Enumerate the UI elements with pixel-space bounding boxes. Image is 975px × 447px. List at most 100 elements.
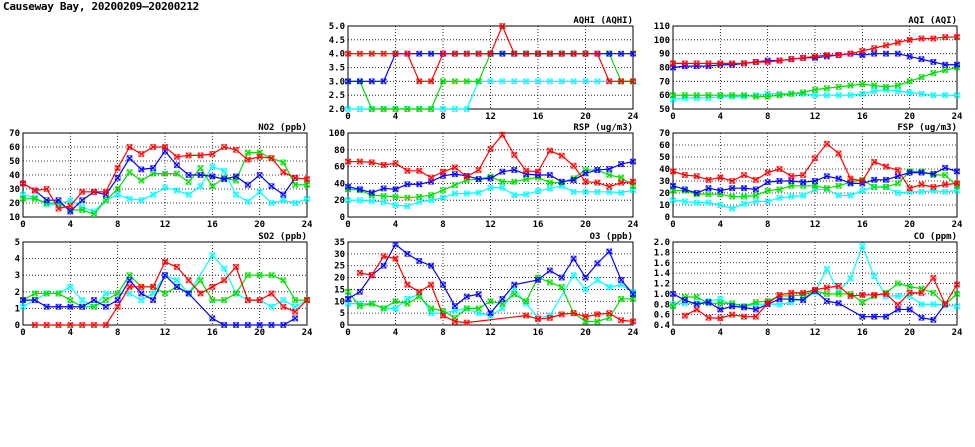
point-marker-square [475, 189, 482, 196]
point-marker-square [356, 50, 363, 57]
point-marker-square [859, 178, 866, 184]
data-point [380, 253, 387, 260]
data-point [823, 52, 830, 58]
point-marker-square [535, 277, 541, 283]
point-marker-cross [43, 290, 50, 297]
point-marker-cross [535, 316, 541, 322]
data-point [440, 194, 446, 201]
data-point [618, 295, 625, 302]
data-point [582, 286, 589, 293]
point-marker-cross [475, 189, 482, 196]
point-marker-cross [428, 174, 435, 181]
data-point [558, 311, 565, 318]
point-marker-square [752, 306, 759, 313]
point-marker-cross [930, 35, 937, 42]
data-point [404, 250, 411, 257]
data-point [954, 168, 960, 175]
point-marker-cross [404, 300, 411, 307]
point-marker-cross [356, 158, 363, 165]
point-marker-cross [173, 170, 180, 177]
point-marker-cross [292, 297, 299, 304]
point-marker-square [268, 290, 275, 297]
data-point [221, 144, 228, 150]
point-marker-square [404, 300, 411, 307]
point-marker-square [173, 153, 180, 160]
point-marker-cross [558, 284, 565, 290]
point-marker-cross [102, 188, 109, 195]
x-tick-label: 12 [485, 328, 496, 338]
point-marker-square [918, 56, 925, 63]
data-point [221, 176, 228, 183]
point-marker-square [523, 78, 530, 85]
data-point [918, 188, 925, 195]
point-marker-square [894, 39, 901, 46]
point-marker-square [776, 166, 783, 172]
point-marker-square [138, 297, 145, 304]
point-marker-square [114, 297, 121, 304]
point-marker-cross [535, 188, 541, 194]
point-marker-cross [942, 92, 949, 99]
point-marker-cross [185, 277, 192, 284]
x-tick-label: 24 [302, 328, 313, 338]
point-marker-square [859, 243, 866, 250]
point-marker-square [930, 187, 937, 194]
data-point [138, 166, 145, 173]
data-point [954, 61, 960, 68]
point-marker-cross [871, 184, 878, 190]
data-point [835, 192, 842, 199]
data-point [729, 178, 736, 184]
y-tick-label: 3 [15, 271, 20, 281]
point-marker-cross [392, 255, 399, 262]
data-point [380, 161, 387, 168]
data-point [847, 175, 854, 182]
point-marker-square [705, 314, 712, 321]
data-point [380, 78, 387, 85]
data-point [451, 164, 458, 171]
point-marker-square [942, 34, 949, 40]
point-marker-square [126, 277, 133, 284]
point-marker-square [173, 187, 180, 194]
data-point [546, 172, 553, 178]
point-marker-square [847, 275, 854, 282]
series-3 [356, 253, 636, 326]
point-marker-cross [416, 258, 423, 264]
point-marker-cross [523, 176, 530, 183]
point-marker-cross [392, 202, 399, 209]
data-point [55, 322, 62, 328]
point-marker-square [428, 281, 435, 288]
point-marker-cross [570, 177, 577, 183]
point-marker-cross [55, 197, 62, 204]
point-marker-square [404, 181, 411, 188]
point-marker-cross [954, 168, 960, 175]
data-point [292, 297, 299, 304]
point-marker-square [475, 50, 482, 57]
data-point [582, 178, 589, 185]
data-point [546, 267, 553, 274]
point-marker-cross [823, 92, 830, 99]
data-point [511, 151, 518, 158]
point-marker-cross [823, 266, 830, 272]
data-point [185, 277, 192, 284]
point-marker-cross [752, 306, 759, 313]
point-marker-cross [416, 293, 423, 300]
data-point [705, 314, 712, 321]
data-point [173, 153, 180, 160]
point-marker-square [511, 192, 518, 199]
point-marker-square [392, 255, 399, 262]
point-marker-square [487, 175, 494, 182]
data-point [618, 78, 625, 85]
point-marker-square [776, 296, 783, 302]
data-point [304, 297, 310, 304]
point-marker-cross [67, 297, 74, 304]
point-marker-square [693, 60, 700, 67]
data-point [570, 310, 577, 317]
point-marker-cross [835, 192, 842, 199]
point-marker-square [440, 78, 446, 85]
series-3 [345, 23, 636, 85]
point-marker-square [618, 189, 625, 196]
data-point [380, 185, 387, 192]
point-marker-square [823, 185, 830, 192]
point-marker-square [487, 184, 494, 191]
data-point [705, 299, 712, 306]
